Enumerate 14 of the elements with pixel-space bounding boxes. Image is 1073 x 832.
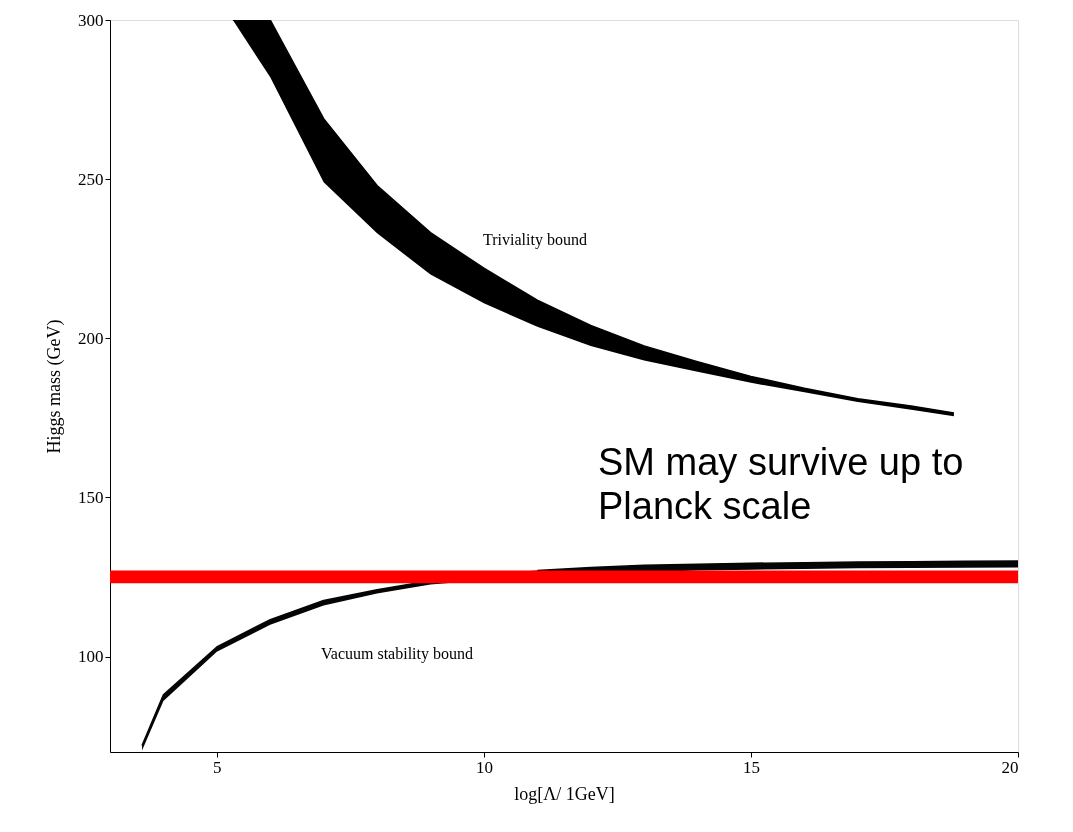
annotation: SM may survive up to Planck scale <box>598 441 964 527</box>
y-tick-label: 250 <box>78 169 104 189</box>
annotation: Triviality bound <box>483 231 587 249</box>
x-tick-label: 15 <box>742 757 760 777</box>
x-tick-label: 5 <box>213 757 222 777</box>
x-axis-title: log[Λ/ 1GeV] <box>514 783 615 804</box>
x-tick-label: 10 <box>475 757 493 777</box>
y-tick-label: 300 <box>78 10 104 30</box>
x-tick-label: 20 <box>1001 757 1019 777</box>
y-tick-label: 150 <box>78 487 104 507</box>
y-axis-title: Higgs mass (GeV) <box>44 319 65 454</box>
y-tick-label: 100 <box>78 647 104 667</box>
y-tick-label: 200 <box>78 328 104 348</box>
annotation: Vacuum stability bound <box>321 645 473 663</box>
